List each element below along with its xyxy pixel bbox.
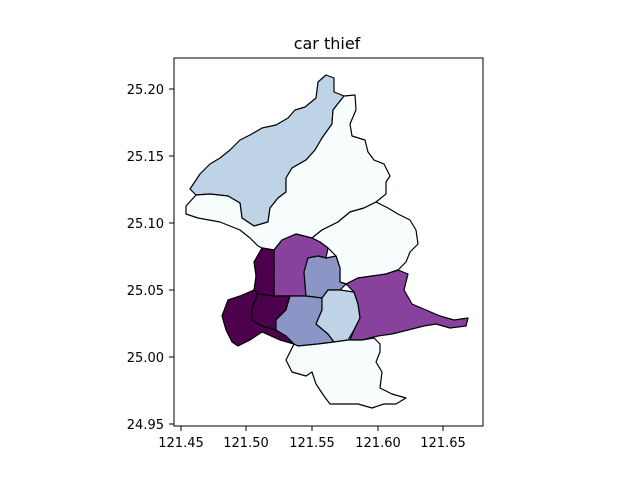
x-tick-label: 121.65 xyxy=(420,436,466,451)
y-axis: 25.20 25.15 25.10 25.05 25.00 24.95 xyxy=(127,83,174,433)
y-tick-label: 24.95 xyxy=(127,418,164,433)
x-tick-label: 121.50 xyxy=(223,436,269,451)
x-tick-label: 121.45 xyxy=(158,436,204,451)
x-tick-label: 121.55 xyxy=(289,436,335,451)
district-nangang xyxy=(345,269,469,341)
district-wenshan xyxy=(285,337,407,409)
axes-frame xyxy=(173,57,484,427)
district-datong xyxy=(253,247,275,297)
y-tick-label: 25.15 xyxy=(127,150,164,165)
district-regions xyxy=(185,74,469,409)
y-tick-label: 25.05 xyxy=(127,284,164,299)
map-title: car thief xyxy=(294,34,361,53)
y-tick-label: 25.20 xyxy=(127,83,164,98)
x-axis: 121.45 121.50 121.55 121.60 121.65 xyxy=(158,426,466,451)
y-tick-label: 25.00 xyxy=(127,351,164,366)
y-tick-label: 25.10 xyxy=(127,217,164,232)
x-tick-label: 121.60 xyxy=(355,436,401,451)
